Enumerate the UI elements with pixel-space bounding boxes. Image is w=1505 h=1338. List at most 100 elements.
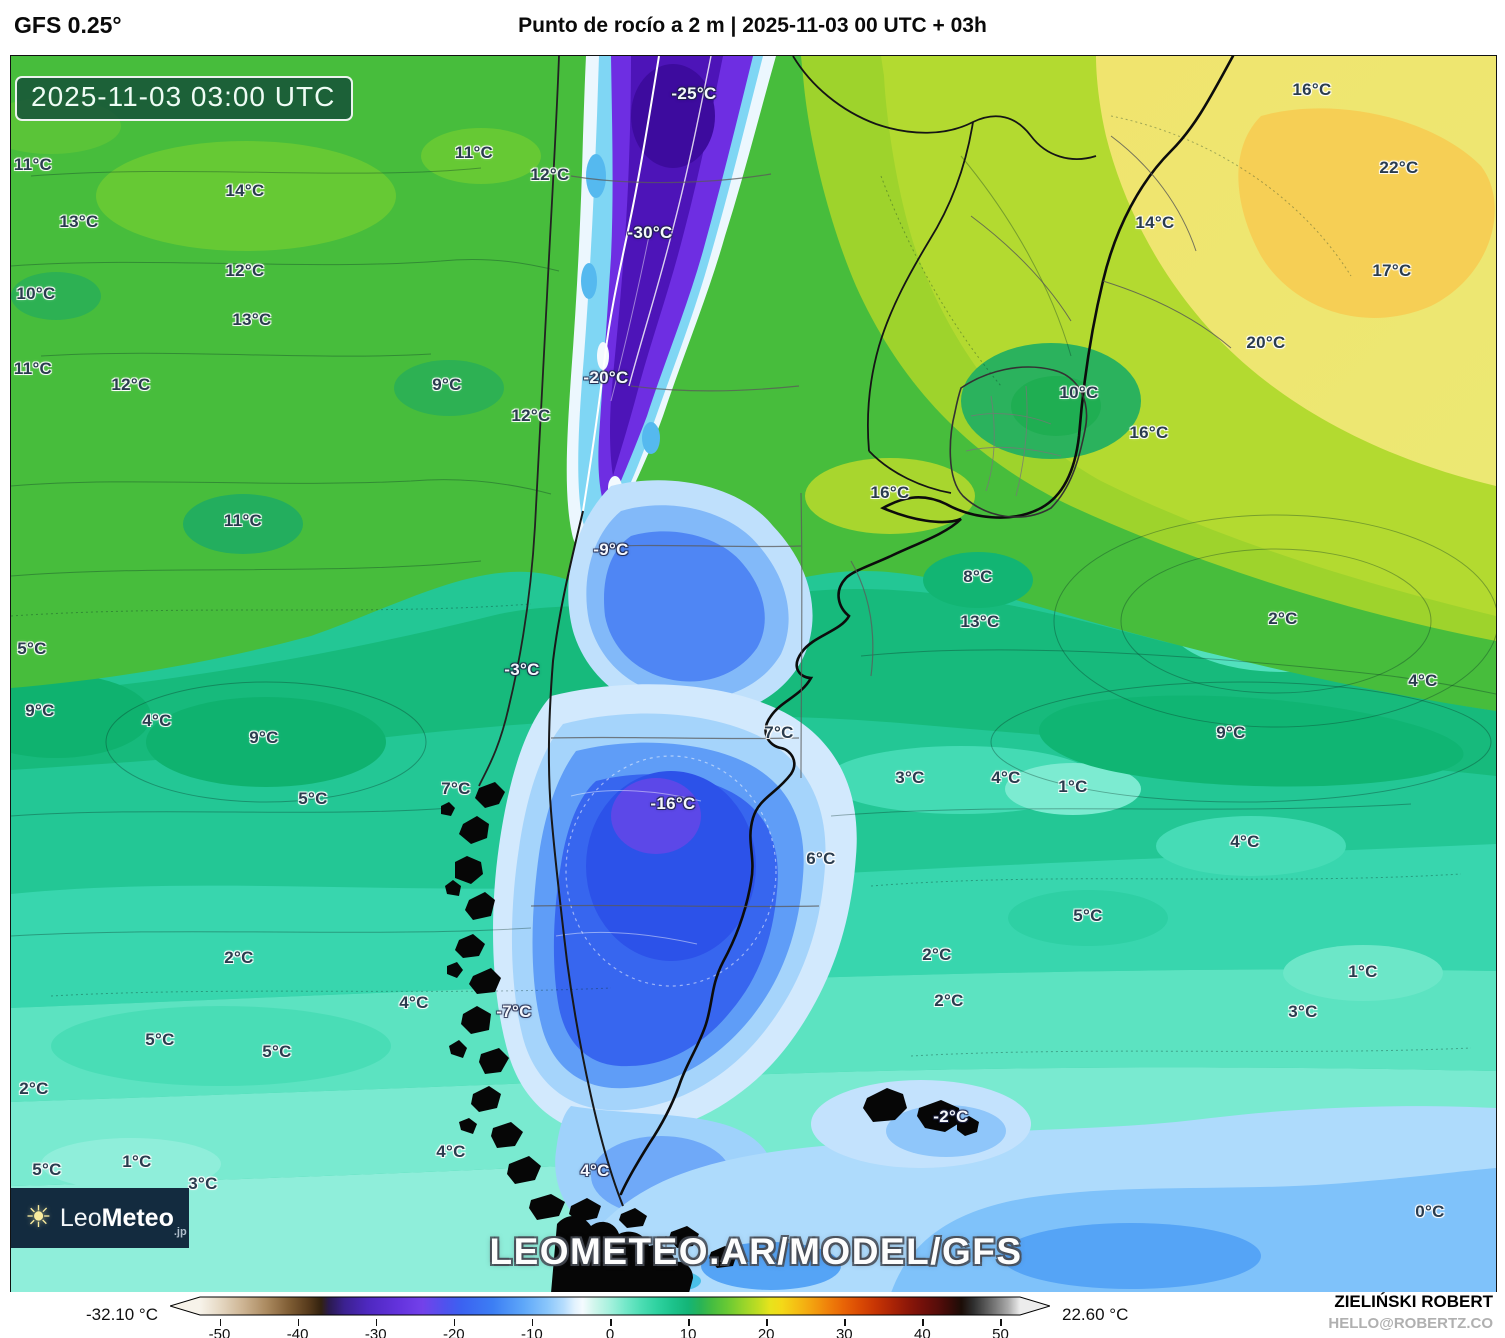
temp-label: 7°C [441, 779, 471, 798]
colorbar-tick [922, 1319, 924, 1326]
temp-label: 12°C [111, 375, 151, 394]
colorbar-tick [1000, 1319, 1002, 1326]
temp-label: 1°C [1348, 962, 1378, 981]
temp-label: 13°C [232, 310, 272, 329]
colorbar-tick-label: 50 [992, 1326, 1009, 1338]
colorbar-tick-label: -30 [364, 1326, 387, 1338]
temp-label: 16°C [1292, 80, 1332, 99]
temp-label: 16°C [1129, 423, 1169, 442]
temp-label: 4°C [436, 1142, 466, 1161]
temp-label: 5°C [17, 639, 47, 658]
colorbar-tick [297, 1319, 300, 1326]
temp-label: 20°C [1246, 333, 1286, 352]
temp-label: 12°C [225, 261, 265, 280]
temp-label: 14°C [1135, 213, 1175, 232]
temp-label: 14°C [225, 181, 265, 200]
temp-label: 3°C [1288, 1002, 1318, 1021]
temp-label: 4°C [1408, 671, 1438, 690]
temp-label: 4°C [1230, 832, 1260, 851]
temp-label: 2°C [934, 991, 964, 1010]
temp-label: -25°C [671, 84, 717, 103]
temp-label: 13°C [59, 212, 99, 231]
temp-label: 22°C [1379, 158, 1419, 177]
temp-label: 4°C [142, 711, 172, 730]
temp-label: 1°C [1058, 777, 1088, 796]
credit-email: HELLO@ROBERTZ.CO [1328, 1315, 1493, 1332]
temp-label: 10°C [16, 284, 56, 303]
temp-label: 3°C [895, 768, 925, 787]
temp-label: -9°C [593, 540, 629, 559]
colorbar-tick-label: -10 [521, 1326, 543, 1338]
temp-label: -20°C [583, 368, 629, 387]
colorbar: -50 -40 -30 -20 -10 0 10 20 30 40 50 [168, 1294, 1052, 1338]
logo-text-bold: Meteo [101, 1203, 174, 1232]
colorbar-tick-label: 30 [835, 1326, 853, 1338]
colorbar-tick-label: 40 [914, 1326, 931, 1338]
credit-author: ZIELIŃSKI ROBERT [1334, 1292, 1493, 1311]
colorbar-tick [844, 1319, 846, 1326]
temp-label: 11°C [223, 511, 263, 530]
temp-label: 10°C [1059, 383, 1099, 402]
colorbar-tick [688, 1319, 690, 1326]
temp-label: -3°C [504, 660, 540, 679]
leometeo-logo: ☀ Leo Meteo .jp [11, 1188, 189, 1248]
colorbar-max-value: 22.60 °C [1062, 1305, 1129, 1324]
temp-label: 12°C [530, 165, 570, 184]
temp-label: 2°C [1268, 609, 1298, 628]
colorbar-tick [610, 1319, 612, 1326]
logo-text-light: Leo [59, 1203, 102, 1232]
temp-label: 4°C [399, 993, 429, 1012]
temp-label: 2°C [224, 948, 254, 967]
temp-label: 9°C [249, 728, 279, 747]
colorbar-tick-label: 20 [757, 1326, 775, 1338]
temp-label: 5°C [32, 1160, 62, 1179]
temp-label: 5°C [262, 1042, 292, 1061]
colorbar-tick [766, 1319, 768, 1326]
temp-label: -30°C [627, 223, 673, 242]
temp-label: 8°C [963, 567, 993, 586]
temp-label: 5°C [1073, 906, 1103, 925]
temp-label: 3°C [188, 1174, 218, 1193]
temp-label: 1°C [122, 1152, 152, 1171]
temp-label: 2°C [922, 945, 952, 964]
temp-label: 9°C [1216, 723, 1246, 742]
sun-icon: ☀ [25, 1201, 52, 1234]
temp-label: 9°C [25, 701, 55, 720]
temp-label: 16°C [870, 483, 910, 502]
temp-label: 11°C [13, 155, 53, 174]
temp-label: 11°C [454, 143, 494, 162]
temp-label: -2°C [933, 1107, 969, 1126]
logo-suffix: .jp [173, 1226, 187, 1238]
temp-label: -16°C [650, 794, 696, 813]
colorbar-tick-label: -40 [286, 1326, 309, 1338]
temp-label: 5°C [145, 1030, 175, 1049]
map-canvas [11, 56, 1496, 1293]
temp-label: 5°C [298, 789, 328, 808]
temp-label: 9°C [432, 375, 462, 394]
temp-label: -7°C [496, 1002, 532, 1021]
colorbar-tick-label: -50 [208, 1326, 231, 1338]
temp-label: 7°C [764, 723, 794, 742]
model-name: GFS 0.25° [14, 12, 122, 38]
colorbar-row: -32.10 °C -50 -40 -30 -20 -10 0 10 20 30 40 50 22.… [0, 1292, 1505, 1338]
weather-map: 2025-11-03 03:00 UTC 11°C 14°C 13°C 12°C 10°… [10, 55, 1497, 1294]
page-title: Punto de rocío a 2 m | 2025-11-03 00 UTC… [518, 14, 987, 37]
watermark-url: LEOMETEO.AR/MODEL/GFS [489, 1231, 1023, 1272]
colorbar-tick [531, 1319, 534, 1326]
colorbar-tick-label: 0 [605, 1326, 615, 1338]
temp-label: 13°C [960, 612, 1000, 631]
temp-label: 6°C [806, 849, 836, 868]
temp-label: 4°C [580, 1161, 610, 1180]
colorbar-tick-label: -20 [442, 1326, 465, 1338]
colorbar-tick [375, 1319, 378, 1326]
colorbar-gradient [168, 1296, 1052, 1316]
colorbar-min-value: -32.10 °C [86, 1305, 159, 1324]
colorbar-tick-label: 10 [679, 1326, 697, 1338]
timestamp-badge: 2025-11-03 03:00 UTC [15, 76, 354, 121]
temp-label: 2°C [19, 1079, 49, 1098]
temp-label: 11°C [13, 359, 53, 378]
temp-label: 12°C [511, 406, 551, 425]
temp-label: 4°C [991, 768, 1021, 787]
temp-label: 17°C [1372, 261, 1412, 280]
